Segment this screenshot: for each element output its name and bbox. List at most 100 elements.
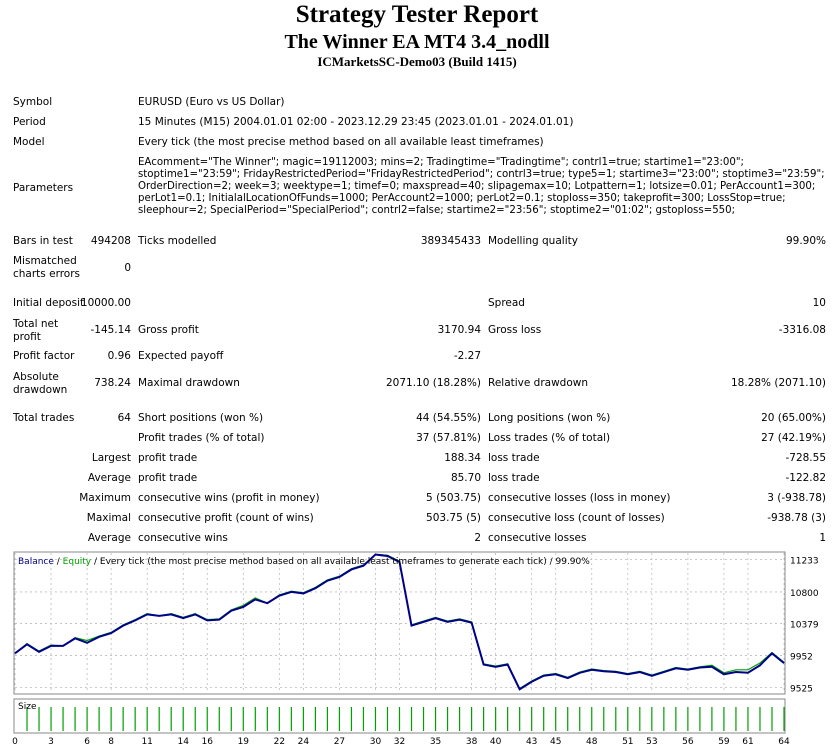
mismatch-label-2: charts errors xyxy=(13,268,80,280)
largest-loss-label: loss trade xyxy=(488,452,540,464)
maximal-cons-loss-value: -938.78 (3) xyxy=(767,512,826,524)
x-tick-label: 27 xyxy=(334,737,345,747)
spread-value: 10 xyxy=(812,297,826,309)
report-title: Strategy Tester Report xyxy=(295,1,539,28)
x-tick-label: 11 xyxy=(141,737,152,747)
deposit-value: 10000.00 xyxy=(80,297,131,309)
y-tick-label: 9525 xyxy=(790,684,813,694)
avg-cons-losses-value: 1 xyxy=(819,532,826,544)
chart-frame xyxy=(13,551,786,695)
x-tick-label: 43 xyxy=(526,737,537,747)
mismatch-label-1: Mismatched xyxy=(13,255,77,267)
period-value: 15 Minutes (M15) 2004.01.01 02:00 - 2023… xyxy=(138,116,574,128)
x-tick-label: 0 xyxy=(12,737,18,747)
largest-profit-value: 188.34 xyxy=(444,452,481,464)
x-tick-label: 6 xyxy=(84,737,90,747)
x-tick-label: 24 xyxy=(298,737,310,747)
x-tick-label: 19 xyxy=(238,737,250,747)
symbol-value: EURUSD (Euro vs US Dollar) xyxy=(138,96,285,108)
x-tick-label: 38 xyxy=(466,737,478,747)
x-tick-label: 14 xyxy=(177,737,189,747)
modelling-quality-value: 99.90% xyxy=(785,235,826,247)
avg-profit-value: 85.70 xyxy=(450,472,481,484)
abs-drawdown-label-1: Absolute xyxy=(13,371,59,383)
ticks-value: 389345433 xyxy=(420,235,481,247)
loss-trades-label: Loss trades (% of total) xyxy=(488,432,611,444)
legend-sep: / xyxy=(54,557,63,567)
abs-drawdown-label-2: drawdown xyxy=(13,384,68,396)
max-cons-losses-value: 3 (-938.78) xyxy=(767,492,826,504)
model-value: Every tick (the most precise method base… xyxy=(138,136,544,148)
mismatch-value: 0 xyxy=(124,262,131,274)
rel-drawdown-value: 18.28% (2071.10) xyxy=(731,377,826,389)
spread-label: Spread xyxy=(488,297,525,309)
series-balance-line xyxy=(14,553,785,691)
max-cons-wins-label: consecutive wins (profit in money) xyxy=(138,492,320,504)
maximal-label: Maximal xyxy=(86,512,131,524)
size-label: Size xyxy=(18,702,37,712)
largest-profit-label: profit trade xyxy=(138,452,198,464)
profit-factor-value: 0.96 xyxy=(107,350,131,362)
maximal-cons-profit-value: 503.75 (5) xyxy=(426,512,481,524)
net-profit-value: -145.14 xyxy=(90,324,131,336)
x-tick-label: 56 xyxy=(682,737,694,747)
size-frame xyxy=(13,698,786,734)
size-bars xyxy=(26,707,785,731)
avg-loss-value: -122.82 xyxy=(785,472,826,484)
expected-payoff-value: -2.27 xyxy=(453,350,481,362)
y-tick-label: 9952 xyxy=(790,652,813,662)
y-tick-label: 11233 xyxy=(790,557,819,567)
max-drawdown-label: Maximal drawdown xyxy=(138,377,240,389)
expected-payoff-label: Expected payoff xyxy=(138,350,224,362)
deposit-label: Initial deposit xyxy=(13,297,85,309)
average2-label: Average xyxy=(87,532,131,544)
net-profit-label-1: Total net xyxy=(13,318,59,330)
x-tick-label: 64 xyxy=(778,737,790,747)
max-drawdown-value: 2071.10 (18.28%) xyxy=(386,377,481,389)
server-build: ICMarketsSC-Demo03 (Build 1415) xyxy=(317,54,517,69)
long-positions-label: Long positions (won %) xyxy=(488,412,611,424)
report-subtitle: The Winner EA MT4 3.4_nodll xyxy=(284,31,550,53)
maximal-cons-profit-label: consecutive profit (count of wins) xyxy=(138,512,314,524)
x-tick-label: 35 xyxy=(430,737,441,747)
avg-cons-losses-label: consecutive losses xyxy=(488,532,587,544)
legend-rest: / Every tick (the most precise method ba… xyxy=(91,557,590,567)
gross-profit-value: 3170.94 xyxy=(437,324,481,336)
x-tick-label: 3 xyxy=(48,737,54,747)
max-cons-wins-value: 5 (503.75) xyxy=(426,492,481,504)
profit-trades-value: 37 (57.81%) xyxy=(416,432,481,444)
total-trades-value: 64 xyxy=(117,412,131,424)
max-cons-losses-label: consecutive losses (loss in money) xyxy=(488,492,671,504)
maximal-cons-loss-label: consecutive loss (count of losses) xyxy=(488,512,665,524)
largest-loss-value: -728.55 xyxy=(785,452,826,464)
x-tick-label: 40 xyxy=(490,737,502,747)
x-tick-label: 51 xyxy=(622,737,633,747)
avg-cons-wins-label: consecutive wins xyxy=(138,532,228,544)
symbol-label: Symbol xyxy=(13,96,53,108)
x-tick-label: 53 xyxy=(646,737,657,747)
avg-cons-wins-value: 2 xyxy=(474,532,481,544)
x-tick-label: 8 xyxy=(108,737,114,747)
x-tick-label: 22 xyxy=(274,737,285,747)
abs-drawdown-value: 738.24 xyxy=(94,377,131,389)
avg-profit-label: profit trade xyxy=(138,472,198,484)
short-positions-label: Short positions (won %) xyxy=(138,412,264,424)
bars-value: 494208 xyxy=(90,235,131,247)
chart-grid xyxy=(14,553,785,693)
profit-trades-label: Profit trades (% of total) xyxy=(138,432,265,444)
model-label: Model xyxy=(13,136,45,148)
parameters-value: EAcomment="The Winner"; magic=19112003; … xyxy=(138,157,825,216)
average-label: Average xyxy=(87,472,131,484)
parameters-label: Parameters xyxy=(13,182,74,194)
loss-trades-value: 27 (42.19%) xyxy=(761,432,826,444)
y-tick-label: 10379 xyxy=(790,620,819,630)
gross-profit-label: Gross profit xyxy=(138,324,199,336)
rel-drawdown-label: Relative drawdown xyxy=(488,377,589,389)
x-tick-label: 61 xyxy=(742,737,753,747)
x-tick-label: 16 xyxy=(202,737,214,747)
x-tick-label: 48 xyxy=(586,737,598,747)
x-tick-label: 59 xyxy=(718,737,730,747)
legend-balance: Balance xyxy=(18,557,54,567)
largest-label: Largest xyxy=(91,452,131,464)
long-positions-value: 20 (65.00%) xyxy=(761,412,826,424)
